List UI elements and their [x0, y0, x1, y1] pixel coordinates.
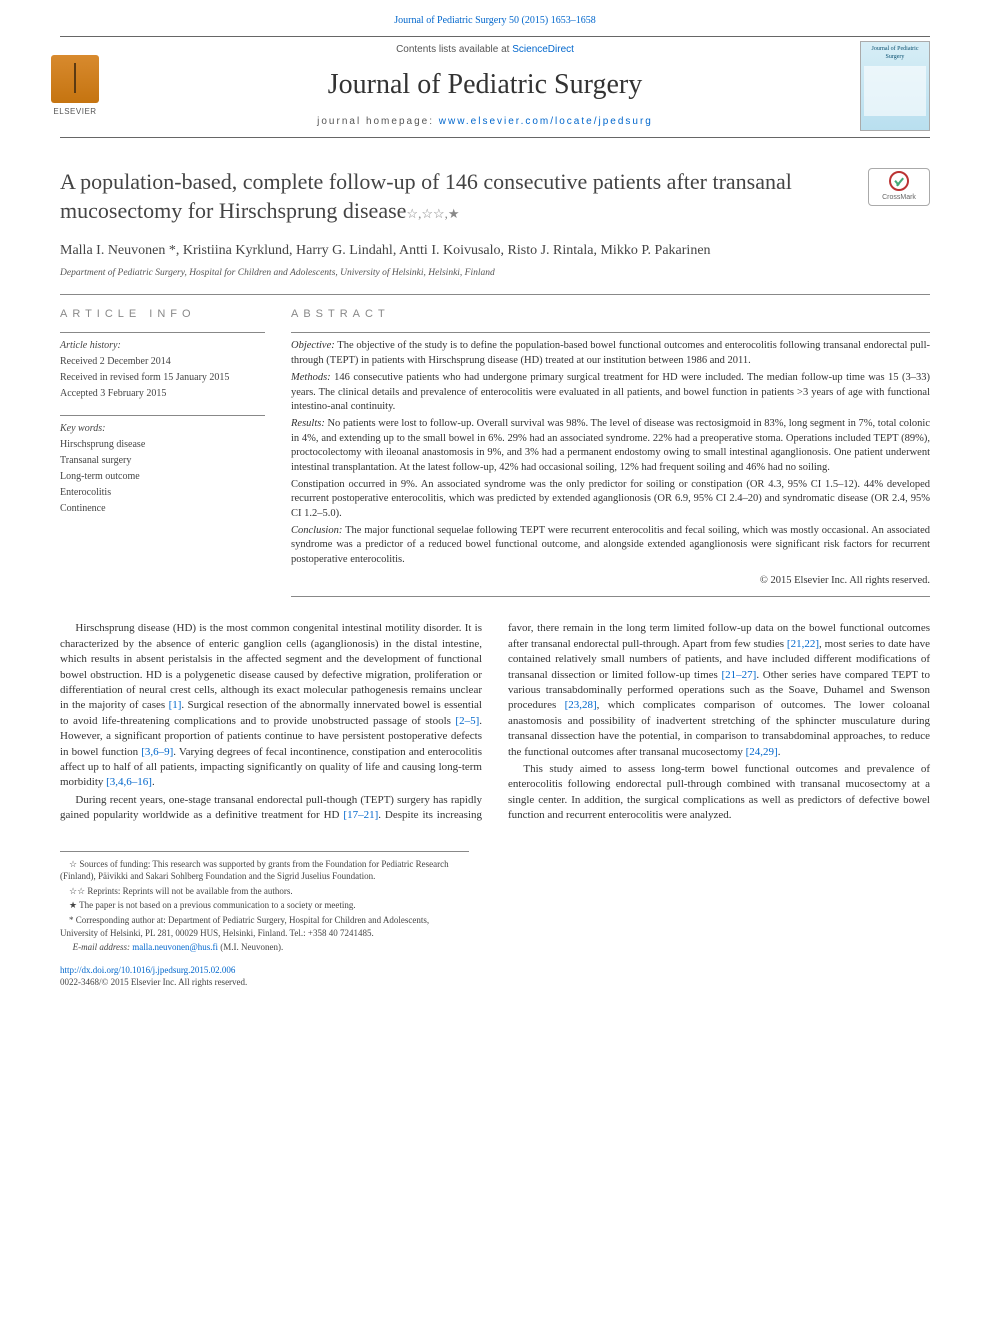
rule-masthead-bottom	[60, 137, 930, 138]
masthead-center: Contents lists available at ScienceDirec…	[128, 43, 842, 128]
article-info-col: ARTICLE INFO Article history: Received 2…	[60, 307, 265, 597]
article-history: Article history: Received 2 December 201…	[60, 332, 265, 401]
elsevier-logo: ELSEVIER	[40, 46, 110, 126]
keyword: Continence	[60, 502, 265, 516]
ref-link[interactable]: [23,28]	[565, 699, 597, 711]
body-para-1: Hirschsprung disease (HD) is the most co…	[60, 621, 482, 790]
body-para-3: This study aimed to assess long-term bow…	[508, 762, 930, 824]
crossmark-label: CrossMark	[882, 193, 916, 203]
authors-text: Malla I. Neuvonen *, Kristiina Kyrklund,…	[60, 243, 711, 258]
homepage-line: journal homepage: www.elsevier.com/locat…	[128, 115, 842, 129]
results-text-2: Constipation occurred in 9%. An associat…	[291, 479, 930, 519]
cover-title: Journal of Pediatric Surgery	[864, 45, 926, 62]
history-item: Received 2 December 2014	[60, 355, 265, 369]
doi-block: http://dx.doi.org/10.1016/j.jpedsurg.201…	[60, 964, 930, 989]
cover-art	[864, 66, 926, 116]
crossmark-icon	[889, 171, 909, 191]
contents-prefix: Contents lists available at	[396, 44, 512, 55]
abstract-col: ABSTRACT Objective: The objective of the…	[291, 307, 930, 597]
conclusion-text: The major functional sequelae following …	[291, 525, 930, 565]
footnotes-block: ☆ Sources of funding: This research was …	[60, 851, 469, 954]
fn-text: Reprints: Reprints will not be available…	[85, 886, 292, 896]
history-label: Article history:	[60, 339, 265, 353]
objective-text: The objective of the study is to define …	[291, 340, 930, 366]
conclusion-label: Conclusion:	[291, 525, 342, 536]
ref-link[interactable]: [3,6–9]	[141, 746, 173, 758]
fn-text: Sources of funding: This research was su…	[60, 859, 449, 882]
homepage-link[interactable]: www.elsevier.com/locate/jpedsurg	[439, 116, 653, 127]
objective-label: Objective:	[291, 340, 335, 351]
email-label: E-mail address:	[73, 942, 133, 952]
abstract-label: ABSTRACT	[291, 307, 930, 322]
affiliation: Department of Pediatric Surgery, Hospita…	[60, 267, 930, 280]
rule-top	[60, 36, 930, 37]
ref-link[interactable]: [17–21]	[343, 809, 378, 821]
fn-mark: ★	[69, 900, 77, 910]
homepage-prefix: journal homepage:	[317, 116, 439, 127]
crossmark-badge[interactable]: CrossMark	[868, 168, 930, 206]
keyword: Long-term outcome	[60, 470, 265, 484]
keyword: Transanal surgery	[60, 454, 265, 468]
abstract-body: Objective: The objective of the study is…	[291, 332, 930, 597]
authors-line: Malla I. Neuvonen *, Kristiina Kyrklund,…	[60, 241, 930, 261]
abstract-copyright: © 2015 Elsevier Inc. All rights reserved…	[291, 574, 930, 589]
citation-header: Journal of Pediatric Surgery 50 (2015) 1…	[0, 14, 990, 28]
fn-text: The paper is not based on a previous com…	[77, 900, 356, 910]
keywords-label: Key words:	[60, 422, 265, 436]
ref-link[interactable]: [21–27]	[722, 669, 757, 681]
ref-link[interactable]: [2–5]	[455, 715, 479, 727]
email-suffix: (M.I. Neuvonen).	[218, 942, 283, 952]
citation-link[interactable]: Journal of Pediatric Surgery 50 (2015) 1…	[394, 15, 595, 26]
history-item: Accepted 3 February 2015	[60, 387, 265, 401]
journal-cover-thumb: Journal of Pediatric Surgery	[860, 41, 930, 131]
sciencedirect-link[interactable]: ScienceDirect	[512, 44, 574, 55]
methods-text: 146 consecutive patients who had undergo…	[291, 372, 930, 412]
elsevier-wordmark: ELSEVIER	[53, 106, 96, 117]
article-title: A population-based, complete follow-up o…	[60, 168, 850, 225]
ref-link[interactable]: [21,22]	[787, 638, 819, 650]
contents-line: Contents lists available at ScienceDirec…	[128, 43, 842, 57]
elsevier-tree-icon	[51, 55, 99, 103]
methods-label: Methods:	[291, 372, 331, 383]
body-two-column: Hirschsprung disease (HD) is the most co…	[60, 621, 930, 824]
keywords-block: Key words: Hirschsprung disease Transana…	[60, 415, 265, 516]
ref-link[interactable]: [1]	[169, 699, 182, 711]
corresponding-email-link[interactable]: malla.neuvonen@hus.fi	[132, 942, 218, 952]
fn-text: Corresponding author at: Department of P…	[60, 915, 429, 938]
title-footnote-marks: ☆,☆☆,★	[406, 206, 459, 221]
keyword: Enterocolitis	[60, 486, 265, 500]
issn-copyright: 0022-3468/© 2015 Elsevier Inc. All right…	[60, 976, 930, 989]
masthead: ELSEVIER Contents lists available at Sci…	[0, 41, 990, 131]
ref-link[interactable]: [24,29]	[746, 746, 778, 758]
fn-mark: ☆	[69, 859, 77, 869]
results-label: Results:	[291, 418, 325, 429]
ref-link[interactable]: [3,4,6–16]	[106, 776, 152, 788]
results-text-1: No patients were lost to follow-up. Over…	[291, 418, 930, 473]
keyword: Hirschsprung disease	[60, 438, 265, 452]
journal-title: Journal of Pediatric Surgery	[128, 65, 842, 104]
fn-mark: ☆☆	[69, 886, 85, 896]
article-info-label: ARTICLE INFO	[60, 307, 265, 322]
doi-link[interactable]: http://dx.doi.org/10.1016/j.jpedsurg.201…	[60, 965, 235, 975]
rule-pre-abstract	[60, 294, 930, 295]
history-item: Received in revised form 15 January 2015	[60, 371, 265, 385]
